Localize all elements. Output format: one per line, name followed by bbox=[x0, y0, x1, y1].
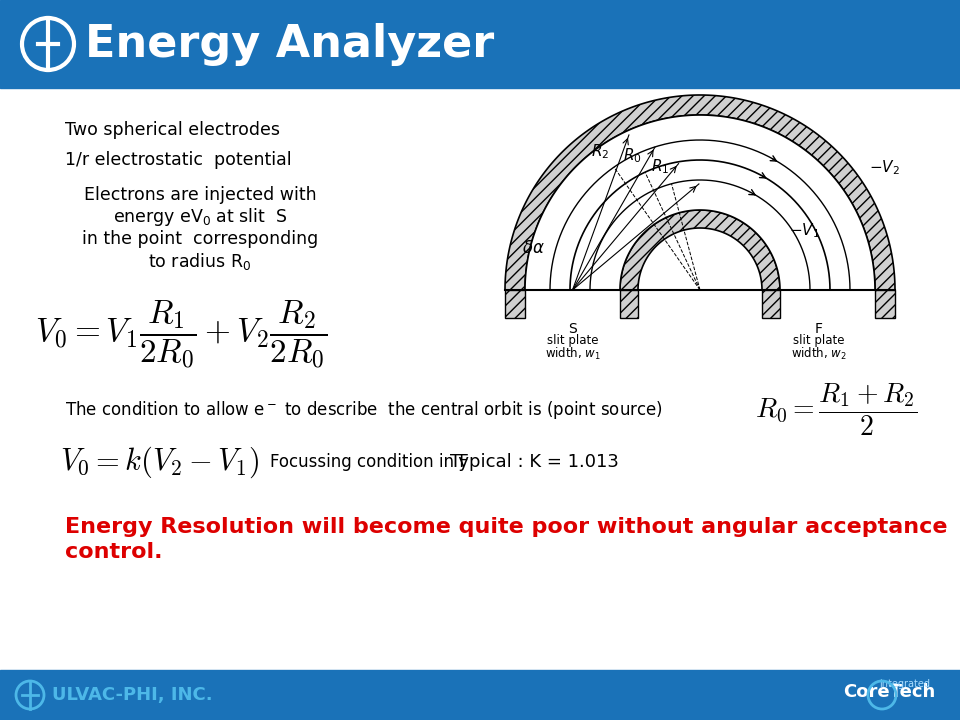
Text: slit plate: slit plate bbox=[547, 334, 598, 347]
Text: $R_1$: $R_1$ bbox=[651, 158, 669, 176]
Bar bbox=[505, 290, 525, 318]
Text: energy eV$_0$ at slit  S: energy eV$_0$ at slit S bbox=[112, 206, 287, 228]
Bar bbox=[0, 670, 960, 720]
Text: integrated: integrated bbox=[879, 679, 930, 689]
Text: Typical : K = 1.013: Typical : K = 1.013 bbox=[450, 453, 619, 471]
Text: The condition to allow e$^-$ to describe  the central orbit is (point source): The condition to allow e$^-$ to describe… bbox=[65, 399, 663, 421]
Text: Energy Analyzer: Energy Analyzer bbox=[85, 22, 494, 66]
Text: F: F bbox=[814, 322, 823, 336]
Text: $R_0 = \dfrac{R_1 + R_2}{2}$: $R_0 = \dfrac{R_1 + R_2}{2}$ bbox=[755, 382, 918, 438]
Text: $R_2$: $R_2$ bbox=[591, 142, 610, 161]
Text: width, $w_2$: width, $w_2$ bbox=[790, 346, 847, 362]
Bar bbox=[762, 290, 780, 318]
Bar bbox=[0, 88, 960, 670]
Text: slit plate: slit plate bbox=[793, 334, 844, 347]
Text: control.: control. bbox=[65, 542, 162, 562]
Text: ULVAC-PHI, INC.: ULVAC-PHI, INC. bbox=[52, 686, 212, 704]
Text: Focussing condition in F: Focussing condition in F bbox=[270, 453, 468, 471]
Text: in the point  corresponding: in the point corresponding bbox=[82, 230, 318, 248]
Polygon shape bbox=[525, 115, 875, 290]
Text: $R_0$: $R_0$ bbox=[623, 146, 641, 165]
Text: 1/r electrostatic  potential: 1/r electrostatic potential bbox=[65, 151, 292, 169]
Bar bbox=[620, 290, 638, 318]
Text: Energy Resolution will become quite poor without angular acceptance: Energy Resolution will become quite poor… bbox=[65, 517, 948, 537]
Polygon shape bbox=[620, 210, 780, 290]
Text: $-V_1$: $-V_1$ bbox=[789, 221, 820, 240]
Text: S: S bbox=[568, 322, 577, 336]
Text: $-V_2$: $-V_2$ bbox=[869, 159, 900, 178]
Text: to radius R$_0$: to radius R$_0$ bbox=[149, 251, 252, 271]
Text: Two spherical electrodes: Two spherical electrodes bbox=[65, 121, 280, 139]
Bar bbox=[0, 0, 960, 88]
Text: CoreTech: CoreTech bbox=[843, 683, 935, 701]
Text: $V_0 = V_1\dfrac{R_1}{2R_0} + V_2\dfrac{R_2}{2R_0}$: $V_0 = V_1\dfrac{R_1}{2R_0} + V_2\dfrac{… bbox=[35, 299, 327, 371]
Text: Electrons are injected with: Electrons are injected with bbox=[84, 186, 316, 204]
Text: width, $w_1$: width, $w_1$ bbox=[544, 346, 600, 362]
Text: $V_0 = k(V_2 - V_1)$: $V_0 = k(V_2 - V_1)$ bbox=[60, 444, 259, 480]
Polygon shape bbox=[505, 95, 895, 290]
Bar bbox=[875, 290, 895, 318]
Text: $\delta\alpha$: $\delta\alpha$ bbox=[521, 239, 544, 257]
